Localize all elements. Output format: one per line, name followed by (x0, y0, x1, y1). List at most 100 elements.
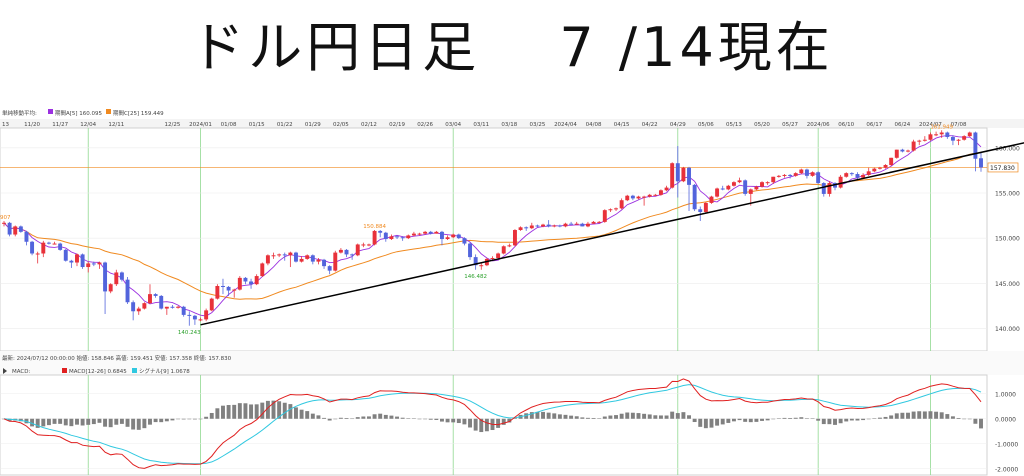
macd-header-background (0, 366, 1024, 375)
macd-histogram-bar (962, 418, 967, 420)
candle-body (889, 157, 894, 166)
macd-histogram-bar (670, 411, 675, 419)
candle-body (119, 272, 124, 280)
price-annotation: 161.949 (930, 124, 953, 130)
candle-body (355, 244, 360, 256)
candle-body (720, 188, 725, 190)
macd-histogram-bar (114, 418, 119, 425)
price-annotation: 150.884 (363, 224, 386, 230)
candle-body (602, 210, 607, 222)
candle-body (445, 237, 450, 240)
macd-histogram-bar (294, 407, 298, 419)
candle-body (204, 310, 209, 320)
candle-body (574, 223, 579, 225)
candle-body (675, 163, 680, 182)
candle-body (434, 231, 439, 234)
macd-histogram-bar (585, 417, 590, 419)
macd-histogram-bar (462, 418, 467, 425)
candle-body (322, 259, 327, 267)
candle-body (979, 158, 983, 168)
candle-body (142, 303, 147, 309)
macd-histogram-bar (119, 418, 124, 424)
candle-body (153, 294, 158, 296)
macd-histogram-bar (316, 415, 321, 419)
macd-histogram-bar (215, 408, 220, 419)
macd-histogram-bar (574, 416, 579, 419)
candle-body (799, 169, 804, 174)
candle-body (271, 255, 276, 257)
current-price-box (987, 162, 1019, 173)
macd-histogram-bar (181, 418, 186, 420)
macd-y-tick-label: 0.0000 (995, 416, 1016, 423)
candle-body (367, 244, 371, 246)
candle-body (900, 149, 905, 152)
candle-body (299, 258, 304, 262)
macd-histogram-bar (782, 417, 787, 419)
candle-body (316, 259, 321, 262)
macd-histogram-bar (282, 402, 287, 419)
candle-body (962, 136, 967, 140)
macd-histogram-bar (844, 418, 849, 422)
candle-body (350, 254, 355, 256)
candle-body (114, 272, 119, 285)
macd-histogram-bar (142, 418, 147, 429)
candle-body (372, 230, 377, 245)
macd-histogram-bar (91, 418, 96, 425)
candle-body (754, 186, 759, 190)
macd-histogram-bar (187, 418, 192, 420)
macd-histogram-bar (950, 416, 955, 419)
macd-histogram-bar (681, 412, 686, 419)
macd-histogram-bar (164, 418, 169, 422)
macd-histogram-bar (434, 418, 439, 420)
macd-histogram-bar (423, 418, 428, 420)
candle-body (642, 196, 647, 198)
candle-body (209, 298, 214, 311)
candle-body (698, 209, 703, 212)
macd-histogram-bar (333, 418, 338, 420)
candle-body (934, 134, 939, 136)
candle-body (417, 233, 422, 235)
ma-legend-swatch-1 (106, 109, 111, 114)
macd-legend-swatch-1 (132, 368, 137, 373)
candle-body (827, 183, 832, 194)
chart-background (0, 103, 1024, 476)
macd-histogram-bar (288, 404, 293, 419)
macd-histogram-bar (642, 413, 647, 419)
candle-body (524, 227, 529, 229)
candle-body (619, 200, 624, 209)
x-tick-label: 01/15 (249, 122, 265, 128)
macd-legend-entry-0: MACD[12-26] 0.6845 (69, 369, 127, 375)
candle-body (585, 223, 590, 227)
candle-body (580, 223, 585, 227)
candle-body (24, 231, 29, 242)
candle-body (7, 222, 12, 235)
candle-body (440, 231, 444, 240)
candle-body (164, 306, 169, 309)
x-tick-label: 03/11 (473, 122, 489, 128)
macd-histogram-bar (209, 412, 214, 419)
candle-body (192, 315, 197, 320)
macd-histogram-bar (737, 418, 742, 421)
candle-body (670, 163, 675, 188)
candle-body (816, 172, 821, 184)
x-tick-label: 05/06 (698, 122, 714, 128)
candle-body (265, 255, 270, 264)
candle-body (917, 140, 922, 142)
macd-line (3, 378, 982, 469)
macd-histogram-bar (855, 418, 860, 421)
x-tick-label: 05/13 (726, 122, 742, 128)
x-tick-label: 02/12 (361, 122, 377, 128)
macd-histogram-bar (428, 418, 433, 420)
candle-body (97, 262, 102, 265)
macd-histogram-bar (557, 414, 562, 419)
macd-histogram-bar (877, 417, 882, 419)
macd-histogram-bar (254, 404, 259, 419)
macd-histogram-bar (75, 418, 79, 425)
x-tick-label: 01/29 (305, 122, 321, 128)
macd-histogram-bar (866, 418, 871, 420)
macd-histogram-bar (726, 418, 731, 423)
candle-body (636, 196, 641, 199)
candle-body (911, 141, 916, 151)
macd-histogram-bar (361, 416, 366, 419)
candle-body (423, 231, 428, 234)
